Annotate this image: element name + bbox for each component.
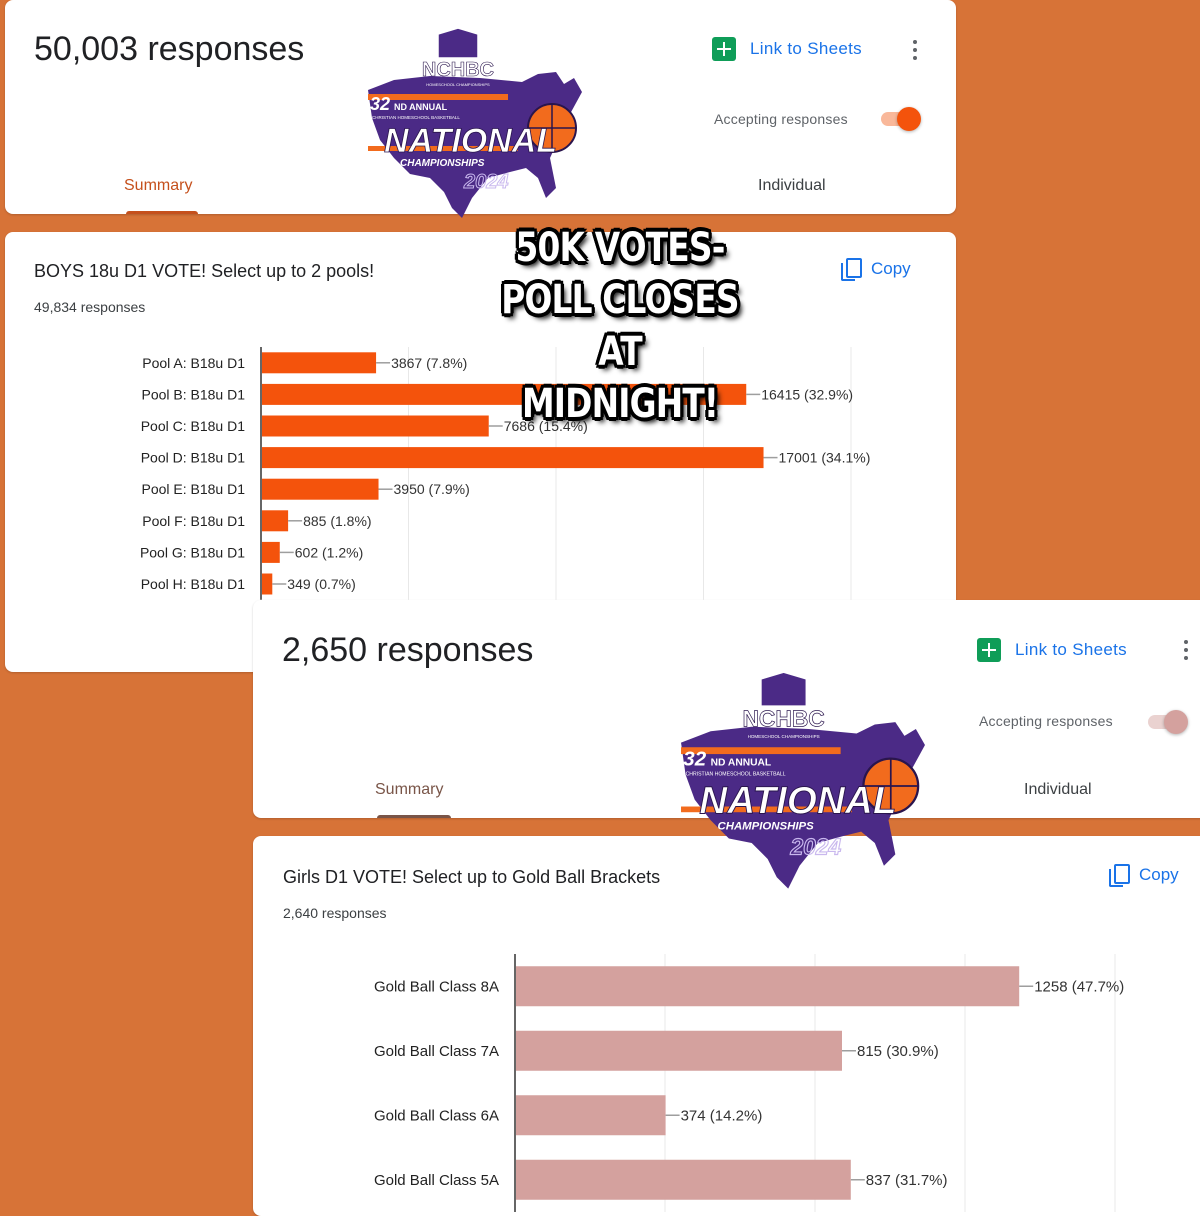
category-label: Pool E: B18u D1	[141, 481, 245, 497]
poll1-link-to-sheets-button[interactable]: Link to Sheets	[712, 37, 862, 61]
poll1-tab-individual[interactable]: Individual	[758, 177, 826, 194]
logo-subtitle: CHRISTIAN HOMESCHOOL BASKETBALL	[686, 772, 786, 778]
bar	[262, 510, 289, 532]
logo-subtitle: CHRISTIAN HOMESCHOOL BASKETBALL	[372, 115, 460, 120]
category-label: Pool B: B18u D1	[141, 386, 245, 402]
logo-championships: CHAMPIONSHIPS	[718, 820, 815, 832]
category-label: Pool A: B18u D1	[142, 355, 245, 371]
poll2-copy-button[interactable]: Copy	[1109, 864, 1179, 887]
overlay-line-1: 50K VOTES-	[515, 225, 726, 271]
poll2-tab-individual[interactable]: Individual	[1024, 781, 1092, 798]
logo-name: NCHBC	[742, 706, 824, 732]
poll2-accepting-label: Accepting responses	[979, 713, 1113, 729]
logo-tagline: HOMESCHOOL CHAMPIONSHIPS	[748, 734, 820, 739]
category-label: Gold Ball Class 6A	[374, 1107, 499, 1124]
data-label: 3867 (7.8%)	[391, 355, 467, 371]
poll1-tab-summary[interactable]: Summary	[124, 177, 193, 194]
category-label: Gold Ball Class 5A	[374, 1172, 499, 1189]
sheets-icon	[712, 37, 736, 61]
copy-icon	[841, 258, 862, 281]
category-label: Pool D: B18u D1	[141, 450, 245, 466]
bar	[262, 541, 280, 563]
poll1-accepting-toggle[interactable]	[879, 106, 921, 131]
logo-year: 2024	[789, 833, 841, 859]
category-label: Pool G: B18u D1	[140, 544, 245, 560]
poll2-link-to-sheets-label: Link to Sheets	[1015, 640, 1127, 659]
poll1-tab-summary-underline	[126, 211, 198, 214]
logo-year: 2024	[463, 171, 509, 193]
bar	[262, 352, 377, 374]
data-label: 17001 (34.1%)	[779, 450, 871, 466]
nchbc-logo-bottom: NCHBC HOMESCHOOL CHAMPIONSHIPS 32 ND ANN…	[681, 672, 925, 889]
poll2-link-to-sheets-button[interactable]: Link to Sheets	[977, 638, 1127, 662]
data-label: 837 (31.7%)	[866, 1172, 948, 1189]
bar	[516, 966, 1020, 1007]
poll1-bar-chart: Pool A: B18u D1 3867 (7.8%) Pool B: B18u D…	[140, 347, 871, 600]
poll1-copy-label: Copy	[871, 259, 911, 278]
overlay-announcement: 50K VOTES- POLL CLOSES AT MIDNIGHT!	[497, 222, 743, 430]
poll1-more-vert-icon[interactable]	[912, 40, 918, 60]
poll2-accepting-toggle[interactable]	[1146, 709, 1188, 734]
category-label: Gold Ball Class 7A	[374, 1043, 499, 1060]
logo-ordinal: 32	[370, 94, 390, 114]
category-label: Pool C: B18u D1	[141, 418, 245, 434]
poll2-question-title: Girls D1 VOTE! Select up to Gold Ball Br…	[283, 867, 661, 887]
logo-ordinal-suffix: ND ANNUAL	[711, 757, 772, 768]
category-label: Pool H: B18u D1	[141, 576, 245, 592]
bar	[516, 1030, 842, 1071]
poll2-tab-summary-underline	[377, 815, 451, 818]
poll2-question-responses: 2,640 responses	[283, 905, 387, 921]
logo-main: NATIONAL	[699, 779, 896, 822]
data-label: 602 (1.2%)	[295, 544, 363, 560]
data-label: 885 (1.8%)	[303, 513, 371, 529]
poll2-question-card: Girls D1 VOTE! Select up to Gold Ball Br…	[253, 836, 1200, 1216]
logo-ordinal: 32	[683, 747, 706, 770]
poll1-copy-button[interactable]: Copy	[841, 258, 911, 281]
bar	[262, 447, 764, 469]
overlay-line-3: MIDNIGHT!	[521, 381, 719, 427]
data-label: 349 (0.7%)	[287, 576, 355, 592]
usa-map-shape	[681, 722, 925, 889]
poll2-more-vert-icon[interactable]	[1183, 640, 1189, 660]
logo-tagline: HOMESCHOOL CHAMPIONSHIPS	[426, 82, 490, 87]
nchbc-logo-top: NCHBC HOMESCHOOL CHAMPIONSHIPS 32 ND ANN…	[368, 28, 582, 218]
category-label: Gold Ball Class 8A	[374, 978, 499, 995]
poll2-response-count: 2,650 responses	[282, 631, 534, 669]
bar	[516, 1095, 666, 1136]
data-label: 7686 (15.4%)	[504, 418, 588, 434]
poll1-question-title: BOYS 18u D1 VOTE! Select up to 2 pools!	[34, 261, 375, 281]
category-label: Pool F: B18u D1	[142, 513, 245, 529]
data-label: 16415 (32.9%)	[761, 386, 853, 402]
poll2-bar-chart: Gold Ball Class 8A 1258 (47.7%) Gold Ball …	[374, 954, 1124, 1212]
logo-ordinal-suffix: ND ANNUAL	[394, 102, 448, 112]
usa-map-shape	[368, 72, 582, 218]
logo-main: NATIONAL	[384, 122, 557, 160]
poll1-question-responses: 49,834 responses	[34, 299, 146, 315]
poll1-question-card: BOYS 18u D1 VOTE! Select up to 2 pools! …	[5, 232, 956, 672]
sheets-icon	[977, 638, 1001, 662]
data-label: 1258 (47.7%)	[1034, 978, 1124, 995]
logo-name: NCHBC	[422, 59, 494, 81]
copy-icon	[1109, 864, 1130, 887]
poll2-copy-label: Copy	[1139, 865, 1179, 884]
logo-championships: CHAMPIONSHIPS	[400, 158, 485, 169]
data-label: 374 (14.2%)	[681, 1107, 763, 1124]
bar	[262, 573, 273, 595]
poll1-response-count: 50,003 responses	[34, 30, 305, 68]
bar	[516, 1159, 851, 1200]
overlay-line-2: POLL CLOSES AT	[501, 277, 739, 375]
bar	[262, 478, 379, 500]
data-label: 3950 (7.9%)	[394, 481, 470, 497]
poll2-tab-summary[interactable]: Summary	[375, 781, 444, 798]
poll1-accepting-label: Accepting responses	[714, 111, 848, 127]
data-label: 815 (30.9%)	[857, 1043, 939, 1060]
poll1-link-to-sheets-label: Link to Sheets	[750, 39, 862, 58]
bar	[262, 383, 747, 405]
bar	[262, 415, 489, 437]
